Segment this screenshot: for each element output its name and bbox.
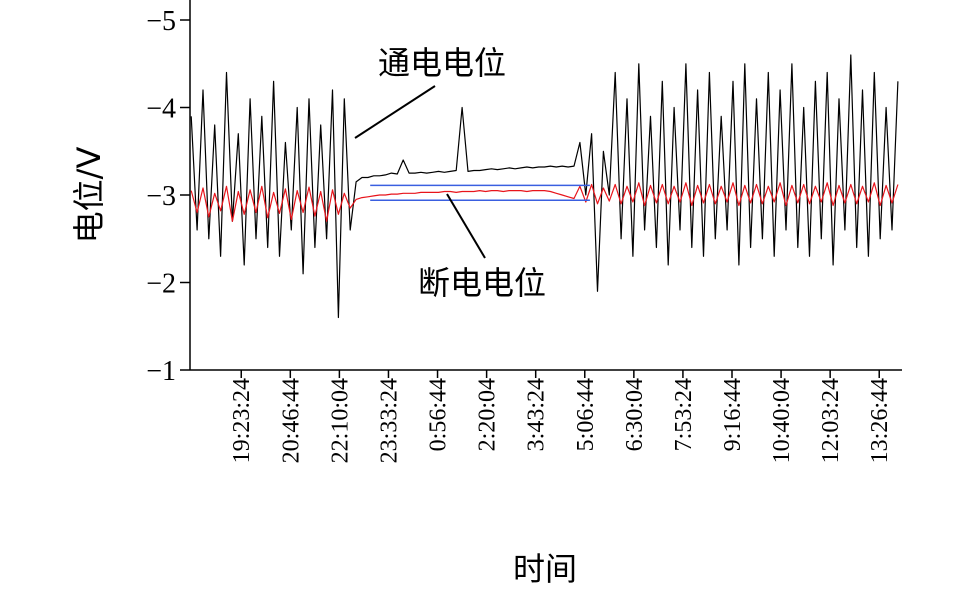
annotation: 通电电位	[378, 44, 506, 82]
y-tick-label: −3	[146, 181, 176, 212]
x-tick-label: 13:26:44	[867, 378, 893, 463]
leader-line	[446, 193, 486, 259]
series-line	[190, 54, 899, 319]
x-tick-label: 19:23:24	[229, 378, 255, 463]
x-tick-label: 6:30:04	[622, 378, 648, 451]
x-tick-label: 5:06:44	[573, 378, 599, 451]
x-tick-label: 0:56:44	[426, 378, 452, 451]
x-tick-label: 9:16:44	[720, 378, 746, 451]
x-tick-label: 12:03:24	[818, 378, 844, 463]
y-tick-label: −5	[146, 6, 176, 37]
x-axis-label: 时间	[513, 550, 577, 588]
x-tick-label: 7:53:24	[671, 378, 697, 451]
plot-area	[190, 54, 899, 319]
x-tick-label: 23:33:24	[376, 378, 402, 463]
y-tick-label: −4	[146, 94, 176, 125]
y-axis-label: 电位/V	[70, 147, 108, 244]
series-line	[190, 182, 899, 222]
leader-line	[354, 85, 436, 139]
annotation: 断电电位	[418, 264, 546, 302]
x-tick-label: 3:43:24	[524, 378, 550, 451]
x-tick-label: 22:10:04	[327, 378, 353, 463]
y-tick-label: −2	[146, 269, 176, 300]
x-tick-label: 10:40:04	[769, 378, 795, 463]
y-tick-label: −1	[146, 356, 176, 387]
x-tick-label: 20:46:44	[278, 378, 304, 463]
x-tick-label: 2:20:04	[475, 378, 501, 451]
